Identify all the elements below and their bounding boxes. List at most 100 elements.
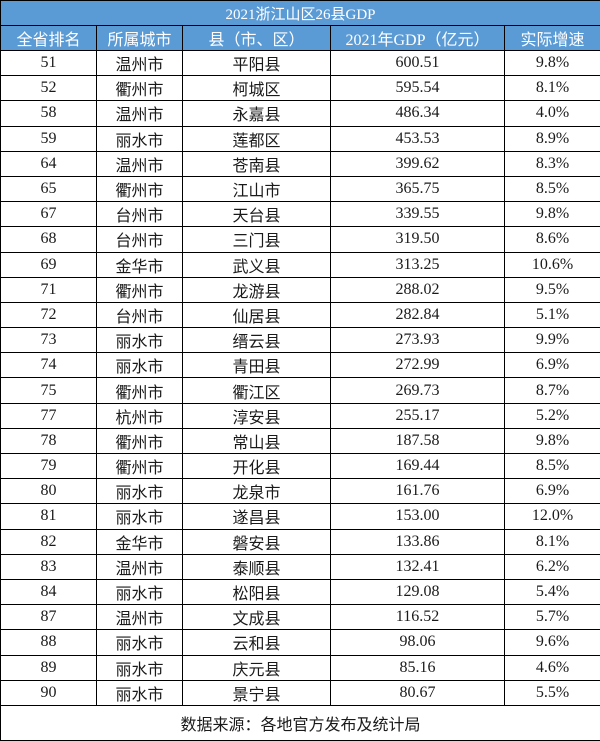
cell-gdp: 169.44 bbox=[331, 454, 505, 479]
cell-county: 莲都区 bbox=[183, 126, 331, 151]
cell-county: 常山县 bbox=[183, 428, 331, 453]
cell-rank: 89 bbox=[1, 655, 97, 680]
cell-county: 仙居县 bbox=[183, 302, 331, 327]
cell-city: 丽水市 bbox=[97, 655, 183, 680]
cell-rank: 79 bbox=[1, 454, 97, 479]
cell-gdp: 80.67 bbox=[331, 680, 505, 705]
cell-growth: 8.5% bbox=[505, 176, 600, 201]
cell-growth: 8.6% bbox=[505, 227, 600, 252]
cell-city: 衢州市 bbox=[97, 378, 183, 403]
cell-city: 丽水市 bbox=[97, 479, 183, 504]
cell-gdp: 365.75 bbox=[331, 176, 505, 201]
cell-growth: 5.1% bbox=[505, 302, 600, 327]
cell-gdp: 132.41 bbox=[331, 554, 505, 579]
cell-county: 庆元县 bbox=[183, 655, 331, 680]
cell-gdp: 313.25 bbox=[331, 252, 505, 277]
cell-city: 衢州市 bbox=[97, 454, 183, 479]
cell-county: 天台县 bbox=[183, 202, 331, 227]
cell-city: 温州市 bbox=[97, 554, 183, 579]
cell-gdp: 272.99 bbox=[331, 353, 505, 378]
cell-gdp: 255.17 bbox=[331, 403, 505, 428]
cell-city: 丽水市 bbox=[97, 680, 183, 705]
cell-growth: 9.8% bbox=[505, 51, 600, 76]
cell-rank: 87 bbox=[1, 605, 97, 630]
cell-county: 永嘉县 bbox=[183, 101, 331, 126]
cell-growth: 6.9% bbox=[505, 479, 600, 504]
cell-rank: 59 bbox=[1, 126, 97, 151]
cell-city: 衢州市 bbox=[97, 76, 183, 101]
cell-county: 江山市 bbox=[183, 176, 331, 201]
cell-rank: 74 bbox=[1, 353, 97, 378]
cell-growth: 5.2% bbox=[505, 403, 600, 428]
table-title: 2021浙江山区26县GDP bbox=[1, 1, 600, 26]
cell-rank: 75 bbox=[1, 378, 97, 403]
cell-gdp: 161.76 bbox=[331, 479, 505, 504]
cell-rank: 51 bbox=[1, 51, 97, 76]
cell-county: 武义县 bbox=[183, 252, 331, 277]
cell-county: 开化县 bbox=[183, 454, 331, 479]
cell-growth: 8.5% bbox=[505, 454, 600, 479]
cell-gdp: 116.52 bbox=[331, 605, 505, 630]
cell-growth: 10.6% bbox=[505, 252, 600, 277]
cell-growth: 6.9% bbox=[505, 353, 600, 378]
cell-gdp: 288.02 bbox=[331, 277, 505, 302]
cell-city: 台州市 bbox=[97, 202, 183, 227]
cell-county: 缙云县 bbox=[183, 328, 331, 353]
cell-county: 平阳县 bbox=[183, 51, 331, 76]
cell-county: 龙泉市 bbox=[183, 479, 331, 504]
cell-county: 龙游县 bbox=[183, 277, 331, 302]
cell-gdp: 273.93 bbox=[331, 328, 505, 353]
cell-growth: 8.3% bbox=[505, 151, 600, 176]
column-header-city: 所属城市 bbox=[97, 26, 183, 51]
cell-gdp: 269.73 bbox=[331, 378, 505, 403]
cell-city: 温州市 bbox=[97, 101, 183, 126]
cell-gdp: 129.08 bbox=[331, 579, 505, 604]
cell-growth: 12.0% bbox=[505, 504, 600, 529]
cell-rank: 80 bbox=[1, 479, 97, 504]
cell-county: 柯城区 bbox=[183, 76, 331, 101]
cell-rank: 88 bbox=[1, 630, 97, 655]
cell-rank: 77 bbox=[1, 403, 97, 428]
cell-county: 景宁县 bbox=[183, 680, 331, 705]
cell-city: 丽水市 bbox=[97, 328, 183, 353]
cell-city: 丽水市 bbox=[97, 504, 183, 529]
cell-growth: 5.5% bbox=[505, 680, 600, 705]
cell-county: 磐安县 bbox=[183, 529, 331, 554]
cell-rank: 52 bbox=[1, 76, 97, 101]
cell-county: 松阳县 bbox=[183, 579, 331, 604]
cell-city: 温州市 bbox=[97, 605, 183, 630]
column-header-growth: 实际增速 bbox=[505, 26, 600, 51]
cell-growth: 6.2% bbox=[505, 554, 600, 579]
cell-growth: 5.7% bbox=[505, 605, 600, 630]
cell-rank: 69 bbox=[1, 252, 97, 277]
cell-county: 三门县 bbox=[183, 227, 331, 252]
cell-gdp: 600.51 bbox=[331, 51, 505, 76]
table-head: 2021浙江山区26县GDP 全省排名 所属城市 县（市、区） 2021年GDP… bbox=[1, 1, 600, 51]
cell-gdp: 339.55 bbox=[331, 202, 505, 227]
cell-county: 云和县 bbox=[183, 630, 331, 655]
cell-growth: 8.9% bbox=[505, 126, 600, 151]
cell-gdp: 133.86 bbox=[331, 529, 505, 554]
cell-growth: 4.0% bbox=[505, 101, 600, 126]
column-header-county: 县（市、区） bbox=[183, 26, 331, 51]
